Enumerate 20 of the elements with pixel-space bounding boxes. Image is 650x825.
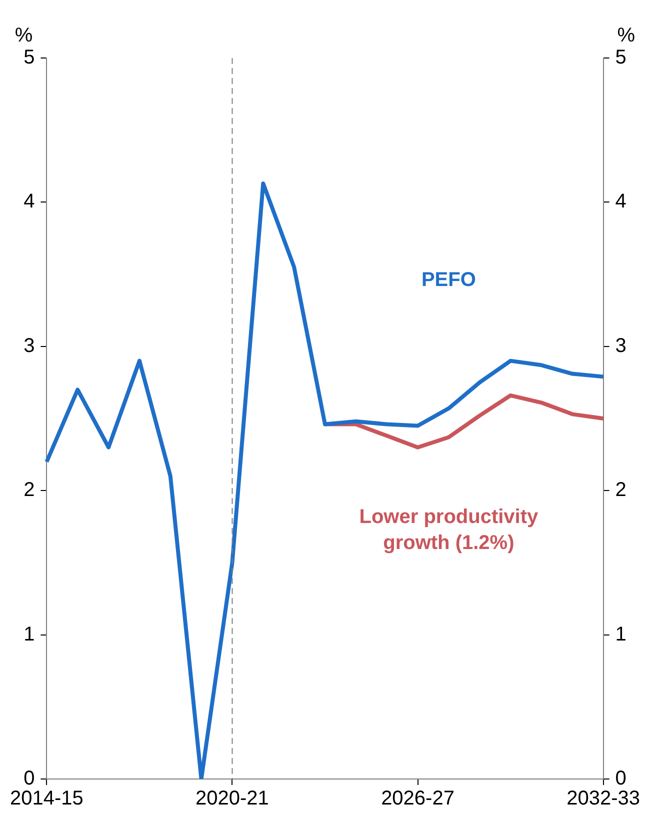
y-tick-label: 1	[24, 623, 35, 646]
y2-tick-label: 4	[615, 190, 626, 213]
x-tick-label: 2020-21	[196, 788, 269, 810]
y2-tick-label: 5	[615, 46, 626, 69]
y2-tick-label: 2	[615, 479, 626, 502]
y2-tick-label: 3	[615, 334, 626, 357]
text: PEFO	[421, 268, 476, 291]
y2-tick-label: 0	[615, 768, 626, 790]
y-tick-label: 5	[24, 46, 35, 69]
x-tick-label: 2026-27	[381, 788, 454, 810]
y-axis-title: %	[14, 24, 33, 47]
y-tick-label: 4	[24, 190, 35, 213]
y2-tick-label: 1	[615, 623, 626, 646]
y-tick-label: 3	[24, 334, 35, 357]
y-tick-label: 2	[24, 479, 35, 502]
x-tick-label: 2014-15	[10, 788, 84, 810]
y-tick-label: 0	[24, 768, 35, 790]
text: Lower productivity growth (1.2%)	[359, 506, 540, 554]
x-tick-label: 2032-33	[566, 788, 640, 810]
y2-axis-title: %	[617, 24, 636, 47]
